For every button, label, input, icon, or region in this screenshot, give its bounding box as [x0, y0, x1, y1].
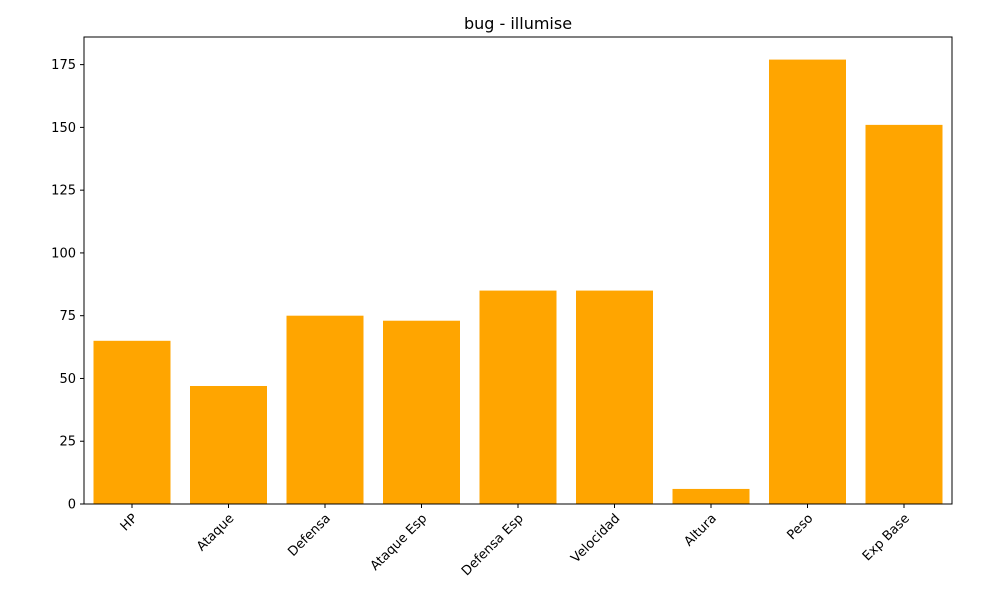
bar-ataque-esp — [383, 320, 460, 504]
x-tick-label-ataque: Ataque — [194, 511, 237, 554]
x-tick-label-peso: Peso — [784, 511, 816, 543]
bar-defensa-esp — [479, 290, 557, 504]
bar-velocidad — [576, 290, 653, 504]
x-tick-label-hp: HP — [118, 511, 141, 534]
x-axis: HP Ataque Defensa Ataque Esp Defensa Esp Velo… — [118, 504, 913, 579]
bar-exp-base — [865, 124, 943, 504]
bar-defensa — [286, 315, 364, 504]
bar-ataque — [190, 385, 267, 504]
y-tick-label: 150 — [51, 121, 76, 136]
x-tick-label-altura: Altura — [682, 511, 720, 549]
y-tick-label: 50 — [59, 372, 76, 387]
bar-peso — [769, 59, 846, 505]
y-tick-label: 125 — [51, 184, 76, 199]
x-tick-label-ataque-esp: Ataque Esp — [368, 511, 431, 574]
bar-altura — [672, 488, 750, 504]
chart-title: bug - illumise — [464, 14, 572, 33]
x-tick-label-velocidad: Velocidad — [568, 511, 623, 566]
plot-frame — [83, 36, 953, 505]
x-tick-label-exp-base: Exp Base — [860, 511, 913, 564]
y-axis: 0 25 50 75 100 125 150 175 — [51, 58, 84, 513]
x-tick-label-defensa-esp: Defensa Esp — [459, 511, 527, 579]
y-tick-label: 100 — [51, 246, 76, 261]
y-tick-label: 75 — [59, 309, 76, 324]
y-tick-label: 175 — [51, 58, 76, 73]
y-tick-label: 0 — [68, 498, 76, 513]
y-tick-label: 25 — [59, 435, 76, 450]
bar-hp — [93, 340, 171, 504]
bars-group — [93, 59, 943, 505]
x-tick-label-defensa: Defensa — [285, 511, 333, 559]
